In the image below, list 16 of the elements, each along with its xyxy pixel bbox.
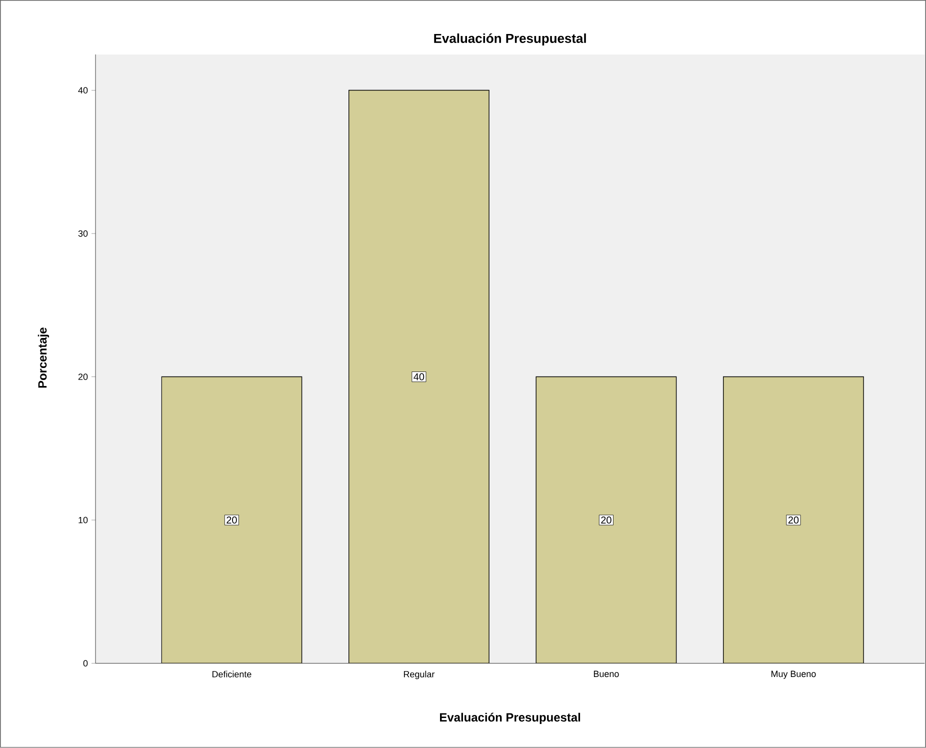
data-label: 20 bbox=[226, 516, 237, 524]
x-tick-label: Bueno bbox=[594, 670, 619, 678]
y-tick-label: 30 bbox=[78, 230, 88, 237]
x-tick-label: Muy Bueno bbox=[771, 670, 816, 679]
data-label: 20 bbox=[788, 516, 799, 524]
chart-title: Evaluación Presupuestal bbox=[434, 33, 586, 46]
y-axis-title: Porcentaje bbox=[38, 328, 50, 388]
y-tick-label: 0 bbox=[83, 660, 88, 667]
x-axis-title: Evaluación Presupuestal bbox=[440, 712, 580, 724]
y-tick-label: 10 bbox=[78, 516, 88, 524]
x-tick-label: Regular bbox=[404, 670, 435, 680]
y-tick-label: 20 bbox=[78, 374, 88, 380]
data-label: 20 bbox=[601, 516, 612, 524]
x-tick-label: Deficiente bbox=[212, 670, 252, 678]
data-label: 40 bbox=[414, 373, 424, 380]
y-tick-label: 40 bbox=[78, 87, 88, 94]
